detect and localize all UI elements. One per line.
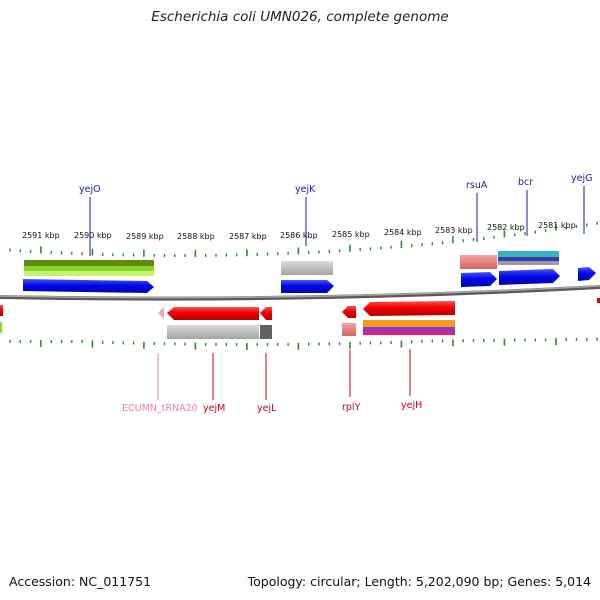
accession-text: Accession: NC_011751 [9,574,152,589]
scale-label-2590: 2590 kbp [74,231,112,240]
gene-label-rsuA[interactable]: rsuA [466,180,488,191]
gene-label-yejM[interactable]: yejM [203,403,225,414]
feature-bar-orange [363,320,455,327]
feature-bar-purple [363,327,455,331]
scale-label-2587: 2587 kbp [229,232,267,241]
gene-arrow-trna[interactable] [158,307,164,319]
gene-label-yejK[interactable]: yejK [295,184,316,195]
gene-label-yejL[interactable]: yejL [257,403,277,414]
gene-arrow-bcr[interactable] [499,269,560,285]
scale-label-2586: 2586 kbp [280,231,318,240]
gene-arrow-yejH[interactable] [363,301,455,316]
forward-tick-row [9,221,598,257]
gene-label-yejH[interactable]: yejH [401,400,422,411]
feature-bar-green [24,266,154,271]
gene-label-rplY[interactable]: rplY [342,402,361,413]
gene-arrow-yejL[interactable] [260,307,272,320]
scale-label-2582: 2582 kbp [487,223,525,232]
scale-label-2583: 2583 kbp [435,226,473,235]
gene-arrow-rplY[interactable] [342,306,356,318]
gene-arrow-yejM[interactable] [167,307,259,320]
gene-arrow-yejG[interactable] [578,267,596,281]
feature-bar-teal [498,251,559,257]
genome-summary-text: Topology: circular; Length: 5,202,090 bp… [247,574,591,589]
scale-label-2589: 2589 kbp [126,232,164,241]
reverse-tick-row [9,337,598,350]
chromosome-backbone [0,285,600,301]
gene-label-yejO[interactable]: yejO [79,184,101,195]
feature-bar-salmon [460,255,497,269]
feature-bar-left-edge [0,322,2,333]
gene-label-trna[interactable]: ECUMN_tRNA20 [122,403,198,414]
gene-arrow-yejK[interactable] [281,280,334,293]
feature-bar-salmon-rplY [342,323,356,336]
gene-label-yejG[interactable]: yejG [571,173,592,184]
gene-arrow-rsuA[interactable] [461,272,497,287]
gene-arrow-right-edge[interactable] [597,298,600,303]
scale-label-2585: 2585 kbp [332,230,370,239]
scale-label-2591: 2591 kbp [22,231,60,240]
gene-arrow-yejO[interactable] [23,279,154,293]
feature-bar-grey-yejM [167,325,259,339]
feature-bar-magenta [363,331,455,335]
feature-bar-dark-yejL [260,325,272,339]
scale-label-2584: 2584 kbp [384,228,422,237]
scale-label-2588: 2588 kbp [177,232,215,241]
map-title: Escherichia coli UMN026, complete genome [151,9,449,25]
gene-label-bcr[interactable]: bcr [518,177,533,188]
feature-bar-navy [498,257,559,261]
scale-label-2581: 2581 kbp [538,221,576,230]
feature-bar-lime [24,271,154,276]
gene-arrow-left-edge[interactable] [0,305,3,316]
feature-bar-olive [24,260,154,266]
feature-bar-grey [281,261,333,275]
feature-bar-grey-small [498,261,559,265]
